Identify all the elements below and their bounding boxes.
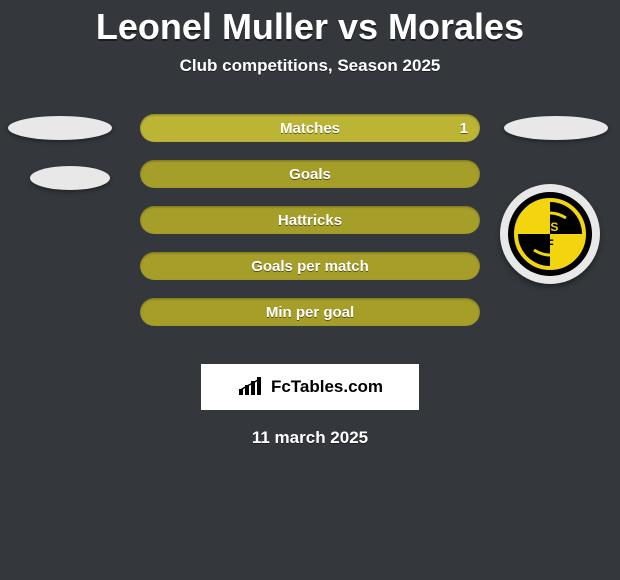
stat-label: Min per goal	[266, 304, 354, 321]
stat-label: Goals per match	[251, 258, 369, 275]
stat-row: Matches 1	[0, 114, 620, 160]
stat-pill-hattricks: Hattricks	[140, 206, 480, 234]
svg-text:CS: CS	[542, 220, 559, 234]
page-title: Leonel Muller vs Morales	[0, 6, 620, 48]
stat-value-right: 1	[460, 120, 468, 137]
left-placeholder-ellipse	[30, 166, 110, 190]
date-text: 11 march 2025	[0, 428, 620, 448]
svg-text:F: F	[546, 237, 553, 251]
team-badge-right: CS F	[500, 184, 600, 284]
stat-label: Matches	[280, 120, 340, 137]
branding-box[interactable]: FcTables.com	[201, 364, 419, 410]
stat-pill-goals-per-match: Goals per match	[140, 252, 480, 280]
club-crest-icon: CS F	[514, 198, 586, 270]
stat-pill-min-per-goal: Min per goal	[140, 298, 480, 326]
right-placeholder-ellipse	[504, 116, 608, 140]
page-subtitle: Club competitions, Season 2025	[0, 56, 620, 76]
branding-text: FcTables.com	[271, 377, 383, 397]
comparison-card: Leonel Muller vs Morales Club competitio…	[0, 6, 620, 580]
stat-pill-matches: Matches 1	[140, 114, 480, 142]
stat-row: Min per goal	[0, 298, 620, 344]
stat-label: Goals	[289, 166, 331, 183]
stat-pill-goals: Goals	[140, 160, 480, 188]
chart-bars-icon	[237, 377, 265, 397]
badge-outer-circle: CS F	[500, 184, 600, 284]
left-placeholder-ellipse	[8, 116, 112, 140]
badge-inner-circle: CS F	[508, 192, 592, 276]
stat-label: Hattricks	[278, 212, 342, 229]
